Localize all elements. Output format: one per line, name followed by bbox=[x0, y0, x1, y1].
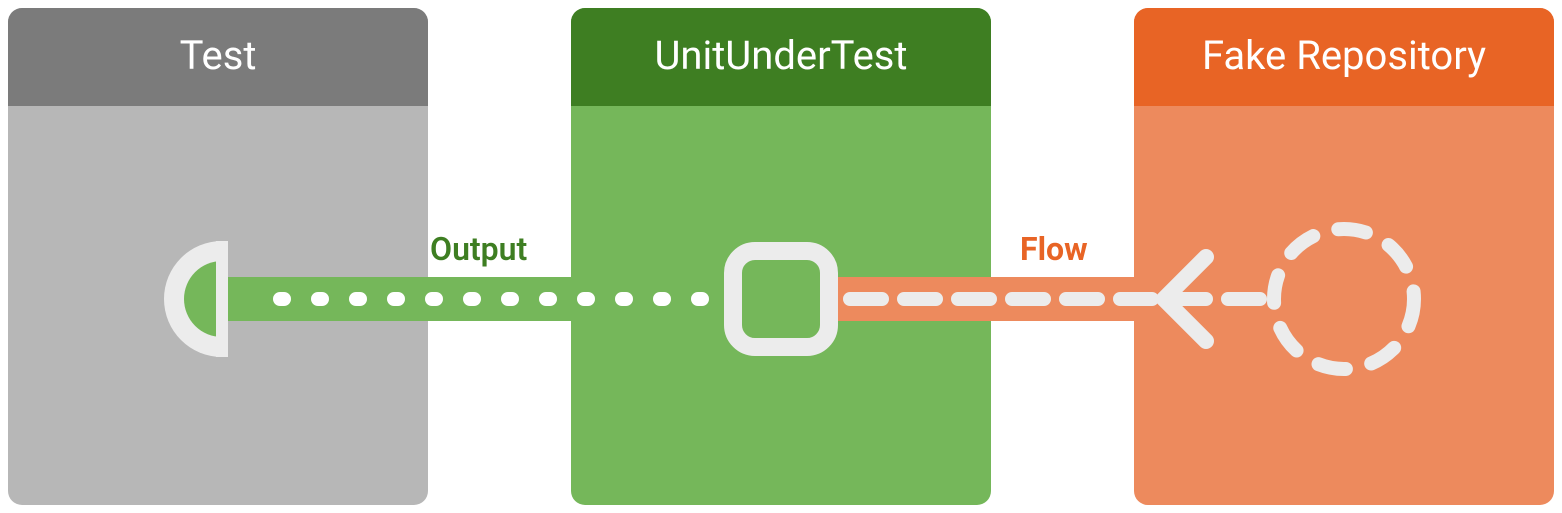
node-test: Test bbox=[8, 8, 428, 505]
node-repo-label: Fake Repository bbox=[1202, 32, 1486, 79]
edge-output-label: Output bbox=[430, 230, 527, 268]
node-test-label: Test bbox=[180, 32, 257, 79]
node-uut-label: UnitUnderTest bbox=[654, 32, 907, 79]
edge-flow-label: Flow bbox=[1020, 230, 1088, 268]
node-repo: Fake Repository bbox=[1134, 8, 1554, 505]
edge-output-label-text: Output bbox=[430, 230, 527, 268]
edge-flow-label-text: Flow bbox=[1020, 230, 1088, 268]
node-repo-header: Fake Repository bbox=[1134, 8, 1554, 106]
diagram-canvas: Test UnitUnderTest Fake Repository bbox=[0, 0, 1562, 513]
node-uut: UnitUnderTest bbox=[571, 8, 991, 505]
node-test-header: Test bbox=[8, 8, 428, 106]
node-uut-header: UnitUnderTest bbox=[571, 8, 991, 106]
